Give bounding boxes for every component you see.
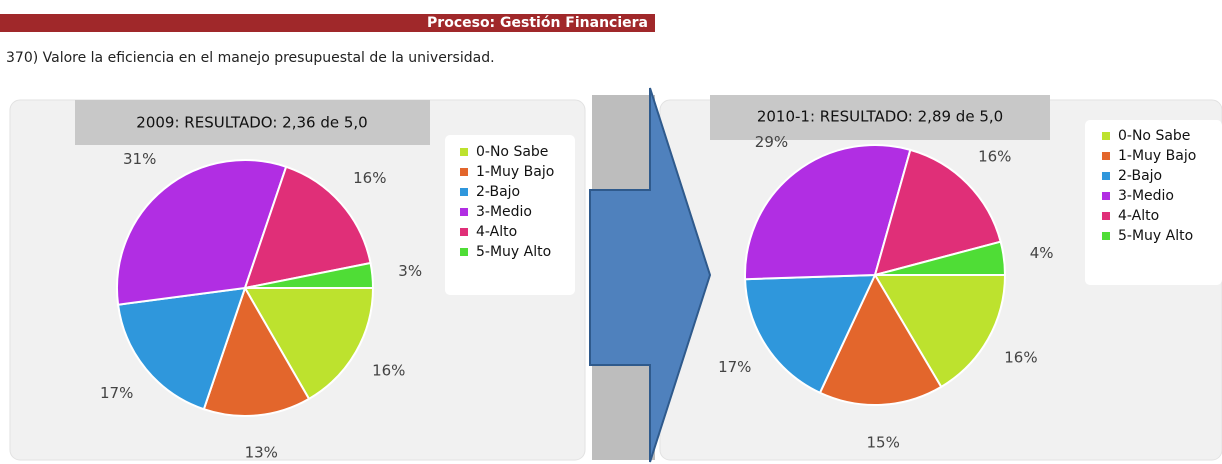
pie-slice xyxy=(116,159,288,306)
legend-label: 2-Bajo xyxy=(476,184,520,200)
value-label: 29% xyxy=(755,133,788,151)
value-label: 3% xyxy=(398,262,422,280)
value-label: 31% xyxy=(123,150,156,168)
question: 370) Valore la eficiencia en el manejo p… xyxy=(6,50,495,66)
legend-swatch xyxy=(460,188,468,196)
legend-label: 3-Medio xyxy=(476,204,532,220)
value-label: 17% xyxy=(718,358,751,376)
legend-swatch xyxy=(1102,152,1110,160)
pie-slice xyxy=(243,165,372,290)
value-label: 4% xyxy=(1030,244,1054,262)
pie-slice xyxy=(873,274,1007,389)
legend-swatch xyxy=(1102,172,1110,180)
pie-slice xyxy=(244,261,375,289)
pie-slice xyxy=(744,144,912,281)
legend-swatch xyxy=(460,228,468,236)
pie-slice xyxy=(202,285,311,417)
header-bar xyxy=(0,14,655,32)
value-label: 16% xyxy=(353,169,386,187)
arrow xyxy=(589,87,712,463)
legend-label: 5-Muy Alto xyxy=(476,244,551,260)
value-label: 16% xyxy=(1004,349,1037,367)
value-label: 15% xyxy=(866,433,899,451)
pie-slice xyxy=(873,148,1002,277)
legend-box xyxy=(1085,120,1222,285)
legend-swatch xyxy=(460,148,468,156)
legend-label: 1-Muy Bajo xyxy=(476,164,554,180)
legend: 0-No Sabe 1-Muy Bajo 2-Bajo 3-Medio 4-Alto 5-… xyxy=(1102,128,1196,244)
legend: 0-No Sabe 1-Muy Bajo 2-Bajo 3-Medio 4-Alto 5-… xyxy=(460,144,554,260)
legend-label: 4-Alto xyxy=(1118,208,1159,224)
chart-title: 2010-1: RESULTADO: 2,89 de 5,0 xyxy=(757,108,1003,126)
value-label: 13% xyxy=(245,444,278,462)
legend-swatch xyxy=(460,248,468,256)
value-label: 16% xyxy=(372,362,405,380)
title-box xyxy=(75,100,430,145)
legend-box xyxy=(445,135,575,295)
chart-title: 2009: RESULTADO: 2,36 de 5,0 xyxy=(136,114,367,132)
legend-label: 2-Bajo xyxy=(1118,168,1162,184)
legend-label: 3-Medio xyxy=(1118,188,1174,204)
pie-slice xyxy=(744,273,877,395)
legend-swatch xyxy=(1102,132,1110,140)
legend-label: 5-Muy Alto xyxy=(1118,228,1193,244)
legend-swatch xyxy=(1102,212,1110,220)
legend-label: 4-Alto xyxy=(476,224,517,240)
legend-swatch xyxy=(460,168,468,176)
legend-label: 0-No Sabe xyxy=(1118,128,1190,144)
legend-swatch xyxy=(460,208,468,216)
legend-swatch xyxy=(1102,232,1110,240)
value-label: 16% xyxy=(978,148,1011,166)
legend-label: 1-Muy Bajo xyxy=(1118,148,1196,164)
legend-swatch xyxy=(1102,192,1110,200)
legend-label: 0-No Sabe xyxy=(476,144,548,160)
pie-slice xyxy=(874,240,1007,276)
value-label: 17% xyxy=(100,384,133,402)
pie-slice xyxy=(243,287,375,401)
title-box xyxy=(710,95,1050,140)
header-title: Proceso: Gestión Financiera xyxy=(427,15,648,31)
pie-slice xyxy=(818,272,943,406)
pie-slice xyxy=(116,286,247,411)
